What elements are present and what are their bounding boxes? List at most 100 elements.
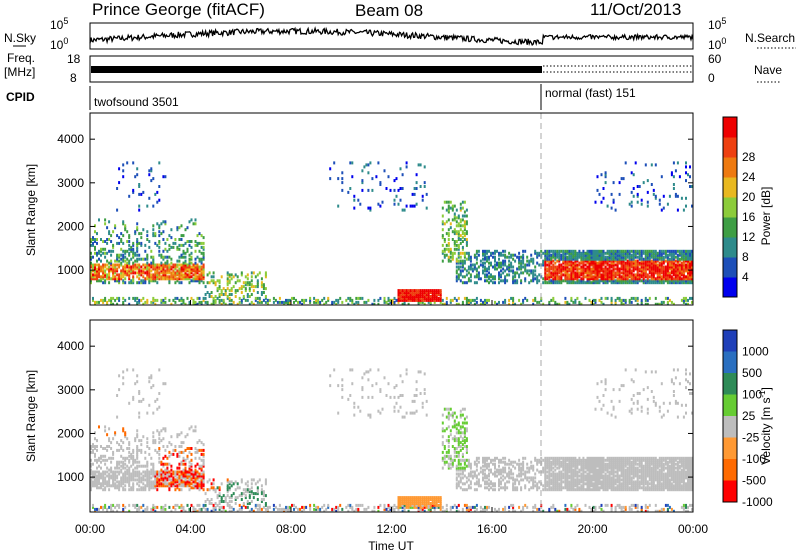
power-cell: [100, 267, 102, 271]
velocity-cell: [401, 415, 404, 419]
velocity-cell: [132, 368, 135, 372]
power-cell: [522, 265, 525, 269]
power-cell: [136, 226, 139, 230]
velocity-cell: [182, 458, 185, 462]
power-cell: [200, 265, 203, 269]
power-cell: [136, 259, 139, 263]
power-cell: [180, 298, 183, 302]
power-cell: [186, 265, 189, 269]
power-cell: [455, 243, 458, 247]
power-cell: [246, 281, 249, 285]
power-cell: [395, 298, 398, 302]
power-cell: [96, 241, 98, 245]
power-cell: [152, 224, 155, 228]
power-cell: [622, 251, 625, 255]
power-cell: [687, 251, 689, 255]
velocity-cell: [164, 470, 167, 474]
power-cell: [652, 275, 655, 279]
power-cell: [423, 291, 426, 294]
power-cell: [256, 300, 259, 304]
power-cell: [584, 263, 587, 267]
power-cell: [152, 257, 155, 261]
power-cell: [142, 269, 145, 273]
power-cell: [556, 269, 559, 273]
power-cell: [570, 265, 573, 269]
power-cell: [652, 249, 655, 253]
velocity-cell: [447, 456, 450, 460]
velocity-cell: [154, 470, 157, 474]
power-cell: [114, 265, 117, 269]
power-cell: [293, 296, 295, 300]
velocity-cell: [96, 478, 98, 482]
velocity-cell: [96, 484, 98, 488]
power-cell: [606, 275, 609, 279]
velocity-cell: [447, 462, 450, 466]
power-cell: [170, 275, 173, 279]
power-cell: [126, 261, 129, 265]
velocity-cell: [359, 409, 362, 413]
velocity-cell: [457, 460, 460, 464]
power-cell: [170, 257, 173, 261]
power-cell: [278, 296, 281, 300]
power-cell: [108, 220, 111, 224]
power-cell: [144, 300, 147, 304]
power-cell: [590, 273, 593, 277]
power-cell: [682, 281, 685, 285]
velocity-cell: [459, 480, 462, 484]
power-cell: [365, 300, 368, 304]
velocity-cell: [349, 368, 352, 372]
power-cell: [104, 298, 107, 302]
power-cell: [610, 263, 613, 267]
velocity-cell: [122, 429, 125, 433]
power-cell: [664, 279, 667, 283]
velocity-cell: [488, 462, 490, 466]
power-cell: [544, 263, 547, 267]
power-cell: [516, 255, 519, 259]
power-cell: [158, 161, 161, 165]
power-cell: [612, 263, 615, 267]
power-cell: [542, 302, 545, 305]
nsky-tick-bottom-exp: 0: [63, 36, 68, 46]
velocity-cell: [403, 505, 406, 509]
velocity-cell: [212, 507, 215, 511]
power-cell: [606, 257, 609, 261]
power-cell: [610, 300, 613, 304]
power-cell: [202, 257, 205, 261]
velocity-cell: [104, 505, 107, 509]
power-cell: [540, 298, 543, 302]
power-cell: [682, 249, 685, 253]
power-cell: [272, 300, 275, 304]
power-cell: [646, 281, 649, 285]
power-cell: [576, 265, 579, 269]
velocity-cell: [419, 503, 422, 507]
power-cell: [174, 281, 177, 285]
power-cell: [140, 273, 143, 277]
power-cell: [548, 251, 551, 255]
velocity-cell: [134, 382, 137, 386]
power-cell: [138, 265, 141, 269]
velocity-cell: [198, 456, 201, 460]
power-cell: [349, 161, 352, 165]
power-cell: [576, 275, 579, 279]
velocity-cell: [413, 411, 416, 415]
power-cell: [562, 255, 565, 259]
velocity-cell: [148, 472, 151, 476]
power-cell: [90, 271, 92, 275]
velocity-cell: [176, 466, 179, 470]
velocity-cell: [405, 500, 408, 503]
power-cell: [120, 232, 123, 236]
power-cell: [504, 249, 507, 253]
power-cell: [564, 255, 567, 259]
power-cell: [658, 261, 661, 265]
power-cell: [614, 275, 617, 279]
power-cell: [178, 298, 181, 302]
power-cell: [630, 300, 633, 304]
power-cell: [94, 273, 96, 277]
velocity-cell: [467, 484, 470, 488]
power-cell: [618, 298, 621, 302]
velocity-cell: [90, 468, 92, 472]
velocity-cell: [160, 507, 163, 511]
power-cell: [150, 273, 153, 277]
velocity-cell: [152, 480, 155, 484]
power-cell: [691, 253, 693, 257]
